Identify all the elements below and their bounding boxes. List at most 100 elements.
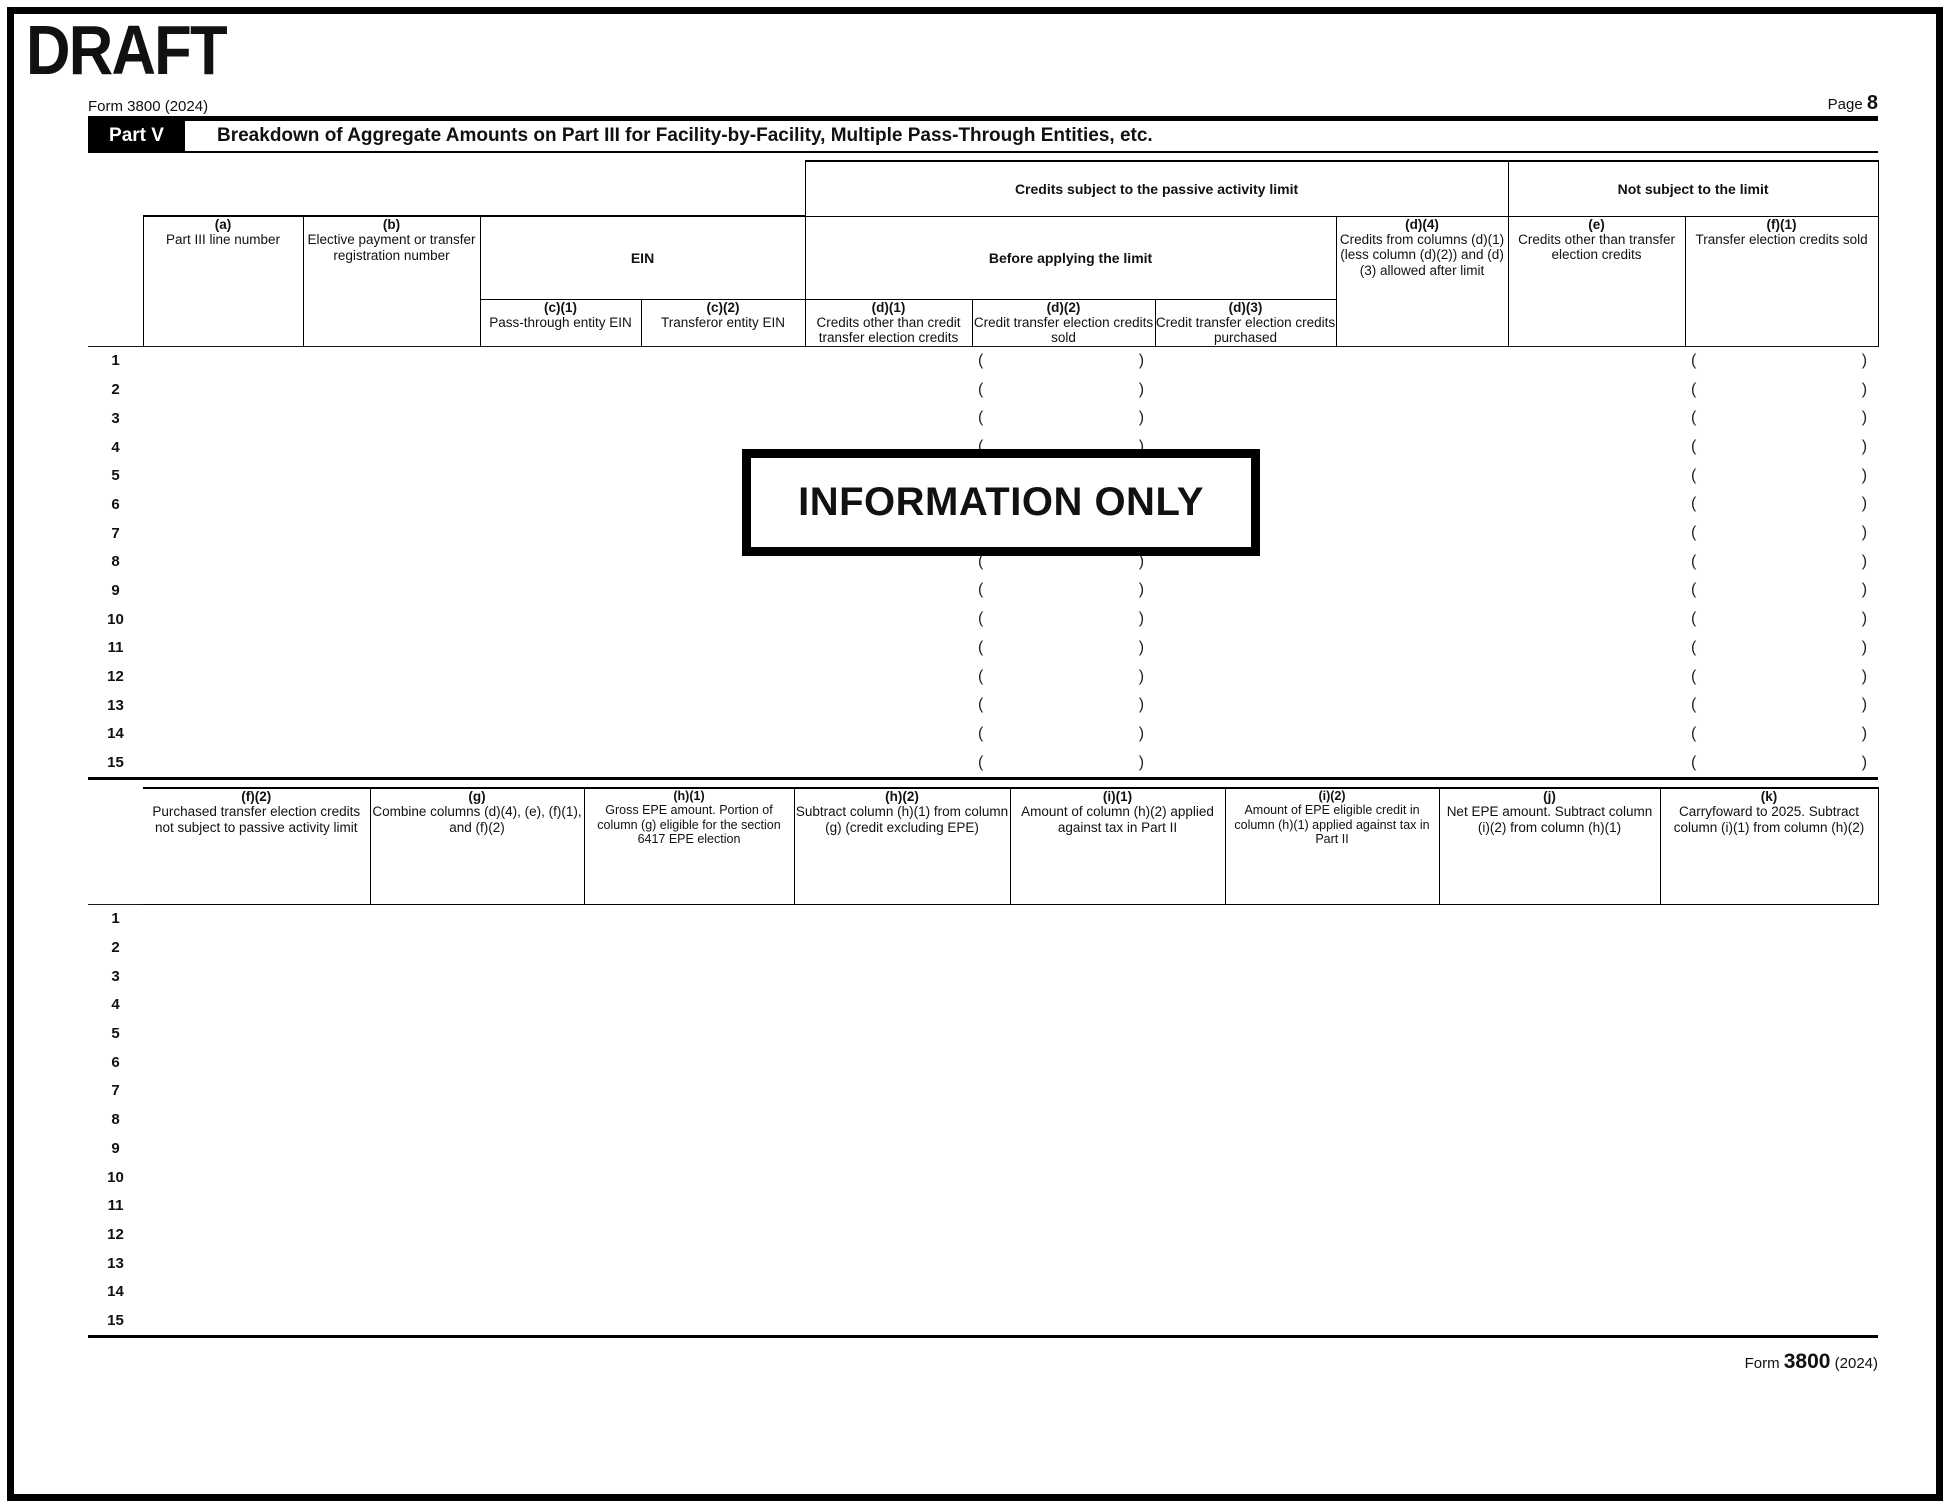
table2-cell-i2	[1225, 1048, 1439, 1077]
table2-cell-i1	[1010, 1220, 1225, 1249]
table2-cell-i1	[1010, 1048, 1225, 1077]
table1-cell-f1: ()	[1685, 519, 1878, 548]
table1-cell-f1: ()	[1685, 576, 1878, 605]
table2-cell-i1	[1010, 991, 1225, 1020]
table2-cell-i1	[1010, 1306, 1225, 1338]
paren-open: (	[1691, 667, 1697, 685]
table2-cell-j	[1439, 1019, 1660, 1048]
table-row: 3	[88, 962, 1878, 991]
table-row: 8()()	[88, 547, 1878, 576]
paren-close: )	[1861, 495, 1868, 513]
header-spacer	[88, 161, 805, 216]
table1-cell-d3	[1155, 345, 1337, 376]
paren-open: (	[978, 409, 984, 427]
table2-cell-g	[370, 991, 584, 1020]
table1-cell-a	[143, 375, 303, 404]
table1-cell-b	[303, 345, 480, 376]
column-tag-e: (e)	[1588, 216, 1605, 232]
paren-open: (	[1691, 409, 1697, 427]
table2-cell-h1	[584, 1077, 794, 1106]
column-desc-b: Elective payment or transfer registratio…	[307, 232, 476, 263]
table1-cell-d3	[1155, 375, 1336, 404]
table2-cell-i2	[1225, 1306, 1439, 1338]
paren-open: (	[978, 380, 984, 398]
row-number: 14	[107, 725, 124, 743]
table1-cell-a	[143, 461, 303, 490]
table1-cell-d4	[1336, 547, 1508, 576]
table1-cell-d2: ()	[972, 662, 1155, 691]
table-row: 8	[88, 1105, 1878, 1134]
table2-cell-h2	[794, 991, 1010, 1020]
table1-cell-c1	[480, 691, 641, 720]
table2-cell-f2	[143, 991, 370, 1020]
table1-cell-c2	[641, 748, 806, 780]
table-row: 1()()	[88, 345, 1879, 376]
paren-close: )	[1861, 409, 1868, 427]
table2-cell-h1	[584, 1249, 794, 1278]
table2-cell-h1	[584, 991, 794, 1020]
table1-cell-d1	[805, 720, 972, 749]
paren-close: )	[1861, 724, 1868, 742]
table2-cell-i2	[1225, 962, 1439, 991]
row-number: 2	[111, 939, 120, 957]
table2-cell-i2	[1225, 1134, 1439, 1163]
table1-cell-b	[303, 547, 480, 576]
column-header-h2: (h)(2) Subtract column (h)(1) from colum…	[794, 787, 1011, 905]
table2-cell-i2	[1225, 933, 1439, 962]
table2-cell-k	[1660, 1134, 1878, 1163]
table2-cell-h2	[794, 1191, 1010, 1220]
table-row: 15()()	[88, 748, 1879, 780]
table1-cell-d3	[1155, 605, 1336, 634]
part-v-header-bar: Part V Breakdown of Aggregate Amounts on…	[88, 116, 1878, 153]
table1-cell-e	[1508, 375, 1685, 404]
table1-cell-b	[303, 519, 480, 548]
header-spacer	[88, 299, 143, 346]
table2-cell-g	[370, 962, 584, 991]
table1-cell-c2	[641, 375, 805, 404]
column-header-d2: (d)(2) Credit transfer election credits …	[972, 299, 1156, 347]
group-header-passive-limit: Credits subject to the passive activity …	[804, 160, 1509, 217]
table2-cell-i2	[1225, 1077, 1439, 1106]
table2-cell-i2	[1225, 1019, 1439, 1048]
column-desc-i2: Amount of EPE eligible credit in column …	[1234, 803, 1430, 846]
table1-cell-a	[143, 748, 303, 780]
group-header-before-limit: Before applying the limit	[805, 216, 1337, 300]
table-row: 3 () ()	[88, 404, 1878, 433]
table1-cell-b	[303, 404, 480, 433]
table1-cell-c1	[480, 662, 641, 691]
table2-cell-i1	[1010, 1105, 1225, 1134]
row-number: 3	[111, 409, 120, 427]
table2-cell-h1	[584, 962, 794, 991]
table1-cell-c1	[480, 345, 641, 376]
column-tag-j: (j)	[1543, 789, 1556, 804]
table2-cell-h2	[794, 1163, 1010, 1192]
paren-close: )	[1138, 409, 1145, 427]
table2-cell-h2	[794, 1048, 1010, 1077]
column-desc-c1: Pass-through entity EIN	[489, 314, 632, 330]
table-row: 4	[88, 991, 1878, 1020]
table2-cell-f2	[143, 1019, 370, 1048]
table-row: 14	[88, 1277, 1878, 1306]
row-number: 14	[107, 1283, 124, 1301]
column-header-e: (e) Credits other than transfer election…	[1508, 216, 1686, 347]
table1-cell-e	[1508, 519, 1685, 548]
table2-cell-g	[370, 1306, 584, 1338]
table2-cell-i2	[1225, 1249, 1439, 1278]
column-header-k: (k) Carryfoward to 2025. Subtract column…	[1660, 787, 1879, 905]
row-number: 5	[111, 1025, 120, 1043]
column-tag-a: (a)	[214, 217, 232, 232]
table2-cell-g	[370, 933, 584, 962]
table2-cell-i1	[1010, 1134, 1225, 1163]
footer-form-number: 3800	[1783, 1350, 1831, 1373]
table1-cell-d1	[805, 634, 972, 663]
table2-cell-f2	[143, 962, 370, 991]
table2-cell-i2	[1225, 991, 1439, 1020]
paren-open: (	[1691, 696, 1697, 714]
row-number: 6	[111, 495, 120, 513]
table1-cell-d3	[1155, 720, 1336, 749]
table2-cell-k	[1660, 1306, 1878, 1338]
table2-cell-j	[1439, 1048, 1660, 1077]
table1-cell-d1	[805, 748, 973, 780]
row-number: 11	[107, 1197, 124, 1215]
column-tag-d4: (d)(4)	[1405, 216, 1439, 232]
